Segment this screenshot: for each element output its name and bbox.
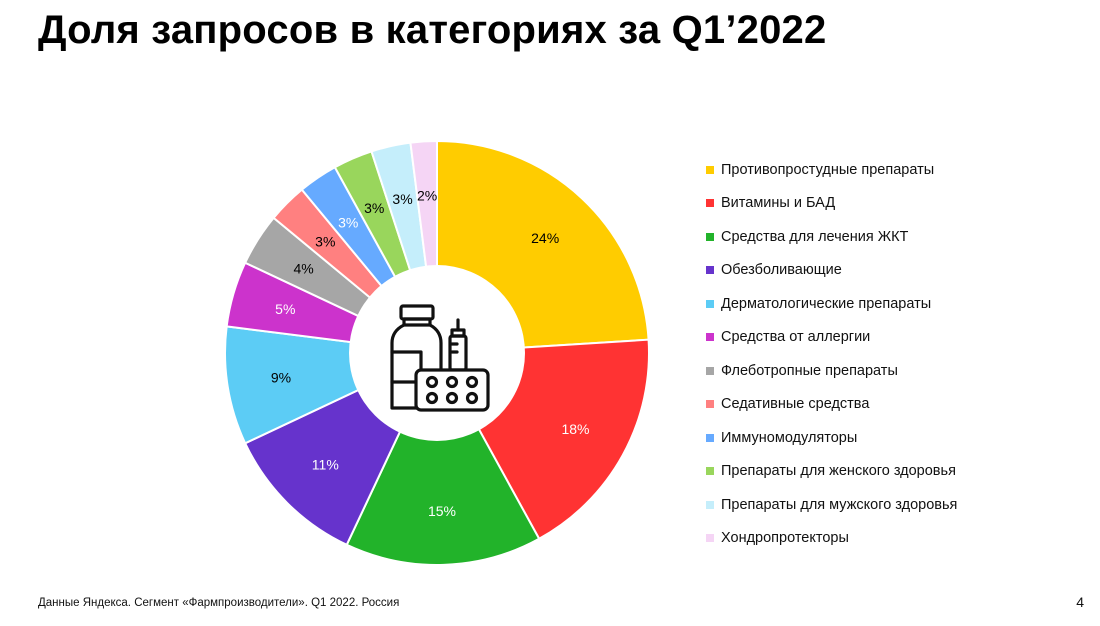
legend-label: Хондропротекторы [721,530,849,547]
legend-swatch [706,500,714,509]
donut-hole [349,265,525,441]
slice-label: 9% [271,370,291,386]
legend-swatch [706,366,714,375]
source-footnote: Данные Яндекса. Сегмент «Фармпроизводите… [38,597,400,609]
slice-label: 18% [561,421,589,437]
legend-label: Флеботропные препараты [721,362,898,379]
legend-swatch [706,266,714,275]
slice-label: 3% [364,200,384,216]
page-number: 4 [1076,594,1084,610]
legend-label: Средства от аллергии [721,329,871,346]
legend-item: Препараты для мужского здоровья [706,488,1086,522]
legend-label: Дерматологические препараты [721,295,932,312]
legend-item: Средства для лечения ЖКТ [706,220,1086,254]
legend-item: Хондропротекторы [706,522,1086,556]
legend-item: Витамины и БАД [706,187,1086,221]
legend-swatch [706,433,714,442]
slice-label: 11% [312,457,339,473]
legend-label: Витамины и БАД [721,195,836,212]
slice-label: 2% [417,187,437,203]
legend-swatch [706,333,714,342]
legend-item: Средства от аллергии [706,321,1086,355]
legend-label: Иммуномодуляторы [721,429,858,446]
legend-label: Противопростудные препараты [721,161,935,178]
legend-item: Обезболивающие [706,254,1086,288]
medicine-icon [390,304,490,412]
legend-swatch [706,400,714,409]
slice-label: 3% [338,214,358,230]
legend-swatch [706,299,714,308]
donut-slice [345,350,541,566]
legend-label: Обезболивающие [721,262,842,279]
slice-labels: 24%18%15%11%9%5%4%3%3%3%3% 2% [271,187,590,519]
legend-swatch [706,534,714,543]
legend-item: Препараты для женского здоровья [706,455,1086,489]
legend-item: Противопростудные препараты [706,153,1086,187]
page-title: Доля запросов в категориях за Q1’2022 [38,8,827,52]
legend-label: Средства для лечения ЖКТ [721,228,909,245]
slice-label: 4% [293,260,313,276]
legend-label: Препараты для женского здоровья [721,463,956,480]
legend-item: Седативные средства [706,388,1086,422]
legend-label: Препараты для мужского здоровья [721,496,958,513]
slice-label: 5% [275,301,295,317]
legend-swatch [706,199,714,208]
legend-item: Дерматологические препараты [706,287,1086,321]
chart-legend: Противопростудные препараты Витамины и Б… [706,153,1086,555]
legend-swatch [706,165,714,174]
legend-item: Иммуномодуляторы [706,421,1086,455]
slice-label: 15% [428,503,456,519]
slice-label: 24% [531,230,559,246]
legend-label: Седативные средства [721,396,870,413]
slice-label: 3% [392,191,412,207]
legend-swatch [706,232,714,241]
legend-swatch [706,467,714,476]
slice-label: 3% [315,233,335,249]
legend-item: Флеботропные препараты [706,354,1086,388]
